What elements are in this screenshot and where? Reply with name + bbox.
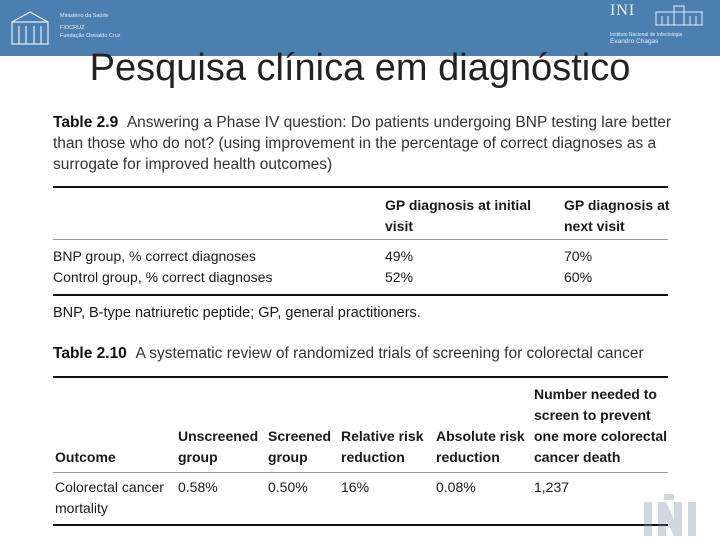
table1-bottom-rule bbox=[53, 294, 668, 296]
ini-name: Evandro Chagas bbox=[610, 38, 659, 45]
table1-row1-label: BNP group, % correct diagnoses bbox=[53, 248, 256, 264]
table2-header-rule bbox=[53, 472, 668, 473]
table2-row1-nns: 1,237 bbox=[534, 479, 570, 495]
slide-title: Pesquisa clínica em diagnóstico bbox=[89, 47, 631, 89]
table1-row2-next: 60% bbox=[564, 269, 593, 285]
table2-header-rrr: Relative risk reduction bbox=[341, 428, 424, 465]
table1-label: Table 2.9 bbox=[53, 114, 119, 131]
table2-row1-rrr: 16% bbox=[341, 479, 370, 495]
ini-logo: INI Instituto Nacional de Infectologia E… bbox=[610, 2, 710, 54]
table1-row1-initial: 49% bbox=[385, 248, 414, 264]
table1-header-rule bbox=[53, 239, 668, 240]
table1-caption: Table 2.9 Answering a Phase IV question:… bbox=[53, 112, 673, 175]
table2-row1-screened: 0.50% bbox=[268, 479, 308, 495]
table2-header-arr: Absolute risk reduction bbox=[436, 428, 525, 465]
castle-icon bbox=[655, 5, 703, 26]
header-band: Ministério da Saúde FIOCRUZ Fundação Osw… bbox=[0, 0, 720, 56]
table1-row2-label: Control group, % correct diagnoses bbox=[53, 269, 273, 285]
table1-row2-initial: 52% bbox=[385, 269, 414, 285]
table2-row1-outcome: Colorectal cancer mortality bbox=[55, 479, 164, 516]
table1-footnote: BNP, B-type natriuretic peptide; GP, gen… bbox=[53, 305, 421, 321]
table1-caption-text: Answering a Phase IV question: Do patien… bbox=[53, 114, 672, 173]
ini-subtitle: Instituto Nacional de Infectologia bbox=[610, 32, 683, 38]
table1-header-next: GP diagnosis at next visit bbox=[564, 197, 670, 234]
table2-header-nns: Number needed to screen to prevent one m… bbox=[534, 386, 668, 465]
table1-top-rule bbox=[53, 186, 668, 188]
table2-label: Table 2.10 bbox=[53, 345, 127, 362]
table2-bottom-rule bbox=[53, 524, 668, 526]
ministry-logo-text: Ministério da Saúde FIOCRUZ Fundação Osw… bbox=[60, 13, 121, 39]
table1-header-initial: GP diagnosis at initial visit bbox=[385, 197, 531, 234]
building-emblem-icon bbox=[11, 11, 49, 45]
table2-header-outcome: Outcome bbox=[55, 449, 116, 465]
table2-caption: Table 2.10 A systematic review of random… bbox=[53, 343, 673, 364]
table2-header-screened: Screened group bbox=[268, 428, 332, 465]
ini-acronym: INI bbox=[610, 2, 636, 19]
ministry-logo: Ministério da Saúde FIOCRUZ Fundação Osw… bbox=[8, 6, 148, 50]
ini-watermark-icon bbox=[644, 494, 696, 536]
table2-row1-arr: 0.08% bbox=[436, 479, 476, 495]
table2-header-unscreened: Unscreened group bbox=[178, 428, 259, 465]
table1-row1-next: 70% bbox=[564, 248, 593, 264]
table2-top-rule bbox=[53, 376, 668, 378]
table2-row1-unscreened: 0.58% bbox=[178, 479, 218, 495]
table2-caption-text: A systematic review of randomized trials… bbox=[135, 345, 644, 362]
